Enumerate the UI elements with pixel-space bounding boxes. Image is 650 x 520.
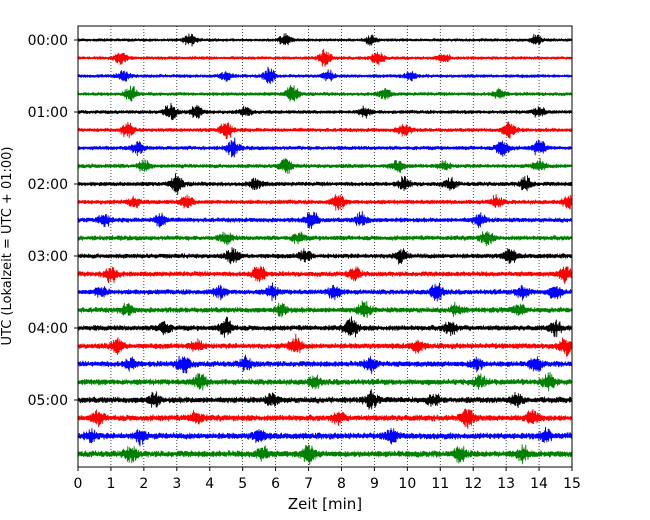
y-tick-label: 04:00 <box>28 321 68 337</box>
x-tick-label: 11 <box>431 476 449 492</box>
seismogram-trace <box>77 354 573 375</box>
seismogram-trace <box>77 102 573 121</box>
x-tick-label: 7 <box>304 476 313 492</box>
y-tick-label: 03:00 <box>28 249 68 265</box>
seismogram-trace <box>77 408 573 430</box>
trace-group <box>77 33 573 465</box>
x-tick-label: 10 <box>398 476 416 492</box>
x-axis-label: Zeit [min] <box>288 495 362 513</box>
y-tick-label: 00:00 <box>28 33 68 49</box>
seismogram-trace <box>77 371 573 392</box>
x-tick-label: 0 <box>74 476 83 492</box>
x-tick-label: 13 <box>497 476 515 492</box>
seismogram-trace <box>77 193 573 211</box>
seismogram-trace <box>77 84 573 102</box>
seismogram-trace <box>77 210 573 230</box>
seismogram-trace <box>77 282 573 302</box>
x-tick-label: 15 <box>563 476 581 492</box>
x-tick-label: 12 <box>464 476 482 492</box>
seismogram-trace <box>77 121 573 140</box>
seismogram-trace <box>77 333 573 357</box>
x-tick-label: 1 <box>106 476 115 492</box>
seismogram-trace <box>77 389 573 410</box>
y-axis-label: UTC (Lokalzeit = UTC + 01:00) <box>0 147 15 346</box>
seismogram-trace <box>77 426 573 447</box>
seismogram-trace <box>77 33 573 47</box>
x-tick-label: 4 <box>205 476 214 492</box>
seismogram-trace <box>77 173 573 195</box>
y-tick-label: 02:00 <box>28 177 68 193</box>
plot-frame <box>77 25 573 468</box>
x-tick-label: 3 <box>172 476 181 492</box>
seismogram-trace <box>77 157 573 174</box>
seismogram-trace <box>77 316 573 338</box>
seismogram-trace <box>77 265 573 285</box>
seismogram-trace <box>77 66 573 85</box>
y-axis-ticks: 00:00 01:00 02:00 03:00 04:00 05:00 <box>28 33 78 409</box>
y-tick-label: 01:00 <box>28 105 68 121</box>
seismogram-trace <box>77 444 573 465</box>
x-tick-label: 8 <box>337 476 346 492</box>
x-tick-label: 6 <box>271 476 280 492</box>
x-tick-label: 14 <box>530 476 548 492</box>
seismogram-trace <box>77 230 573 247</box>
x-tick-label: 9 <box>370 476 379 492</box>
y-tick-label: 05:00 <box>28 393 68 409</box>
x-tick-label: 2 <box>139 476 148 492</box>
seismogram-trace <box>77 247 573 265</box>
x-axis-ticks: 0 1 2 3 4 5 6 7 8 9 10 11 12 13 14 15 <box>74 467 581 492</box>
seismogram-trace <box>77 300 573 319</box>
x-tick-label: 5 <box>238 476 247 492</box>
seismogram-trace <box>77 48 573 67</box>
seismogram-trace <box>77 137 573 158</box>
